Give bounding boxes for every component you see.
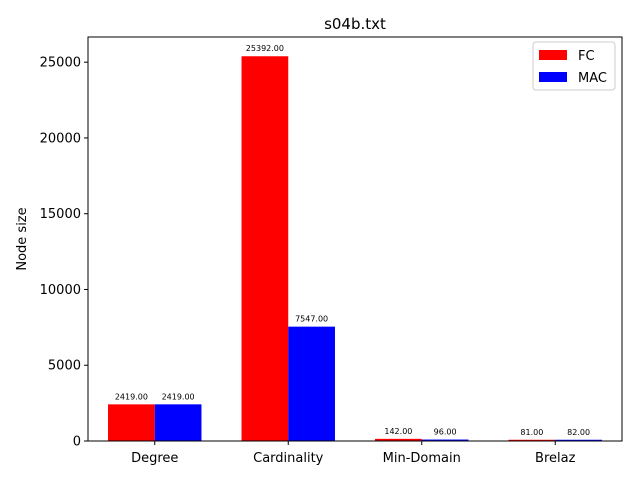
y-tick-label: 20000 (40, 131, 81, 146)
bar-value-label-fc-min-domain: 142.00 (384, 427, 412, 436)
chart-title: s04b.txt (324, 15, 386, 33)
y-axis: 0 5000 10000 15000 20000 25000 (40, 56, 88, 450)
legend-swatch-mac (539, 72, 567, 82)
y-axis-label: Node size (15, 207, 30, 270)
plot-frame (87, 36, 623, 442)
legend: FC MAC (532, 41, 616, 91)
bar-mac-brelaz (555, 439, 602, 441)
bar-value-label-mac-degree: 2419.00 (162, 392, 195, 401)
legend-swatch-fc (539, 50, 567, 60)
y-tick-label: 15000 (40, 207, 81, 222)
x-axis: Degree Cardinality Min-Domain Brelaz (131, 441, 576, 466)
bar-mac-min-domain (421, 439, 469, 441)
y-tick-label: 0 (73, 435, 81, 450)
bar-value-label-fc-brelaz: 81.00 (520, 428, 543, 437)
y-tick-label: 25000 (40, 56, 81, 71)
y-tick-label: 10000 (40, 283, 81, 298)
bar-fc-min-domain (375, 438, 422, 441)
bar-fc-degree (108, 404, 155, 441)
legend-label-mac: MAC (578, 71, 607, 86)
x-tick-label: Degree (131, 451, 178, 466)
x-tick-label: Cardinality (253, 451, 324, 466)
bar-mac-cardinality (288, 326, 335, 441)
bar-value-label-fc-degree: 2419.00 (115, 392, 148, 401)
bars-group: 2419.00 25392.00 142.00 81.00 2419.00 7547.00… (108, 44, 602, 441)
bar-fc-brelaz (508, 439, 556, 441)
bar-mac-degree (154, 404, 202, 441)
legend-label-fc: FC (578, 49, 595, 64)
x-tick-label: Brelaz (535, 451, 576, 466)
bar-value-label-fc-cardinality: 25392.00 (246, 44, 284, 53)
y-tick-label: 5000 (48, 359, 81, 374)
bar-value-label-mac-brelaz: 82.00 (567, 428, 590, 437)
x-tick-label: Min-Domain (383, 451, 461, 466)
bar-fc-cardinality (241, 56, 289, 441)
bar-value-label-mac-min-domain: 96.00 (434, 428, 457, 437)
bar-value-label-mac-cardinality: 7547.00 (295, 315, 328, 324)
